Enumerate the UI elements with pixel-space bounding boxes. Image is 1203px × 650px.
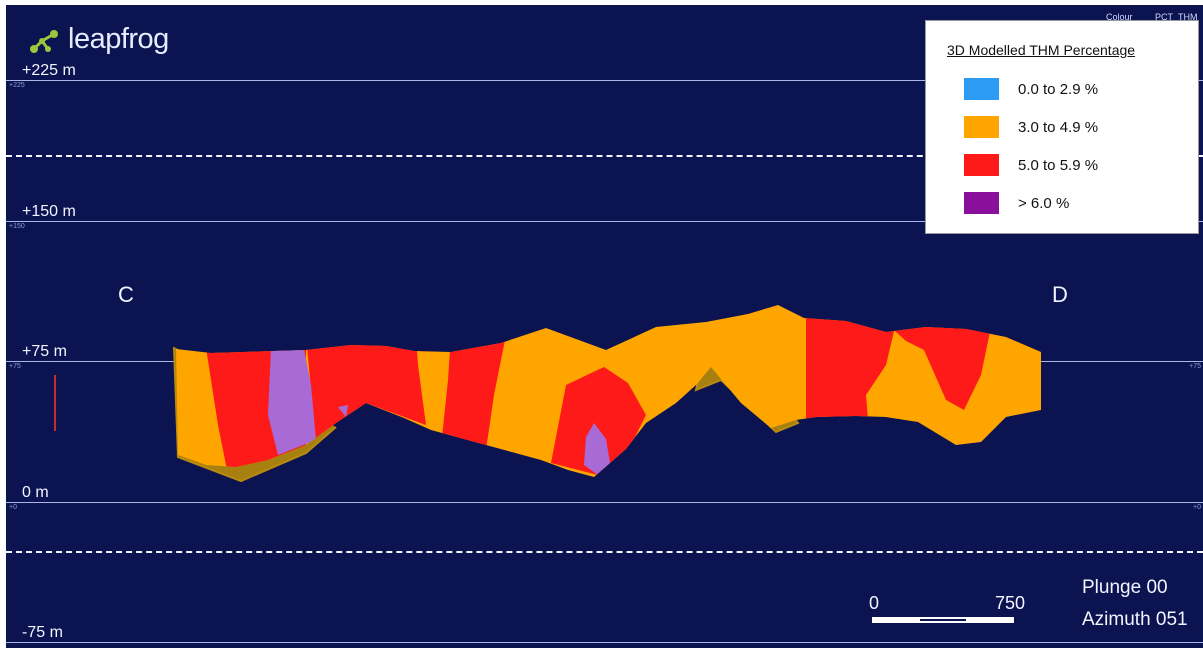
legend-panel: 3D Modelled THM Percentage 0.0 to 2.9 % … bbox=[925, 20, 1199, 234]
elevation-label-75: +75 m bbox=[22, 343, 67, 360]
pct-thm-header-label: PCT_THM bbox=[1155, 12, 1198, 22]
zone-5-to-5.9-e bbox=[806, 310, 896, 420]
legend-swatch-orange bbox=[964, 116, 999, 138]
elevation-label-0: 0 m bbox=[22, 484, 49, 501]
zone-gt-6-b bbox=[338, 405, 348, 417]
elevation-label-minus75: -75 m bbox=[22, 624, 63, 641]
elevation-line-150 bbox=[6, 221, 1203, 222]
logo-text: leapfrog bbox=[68, 23, 169, 55]
legend-item: 5.0 to 5.9 % bbox=[964, 154, 1098, 176]
legend-swatch-purple bbox=[964, 192, 999, 214]
elevation-line-minus75 bbox=[6, 642, 1203, 643]
elevation-line-225 bbox=[6, 80, 1203, 81]
legend-item: > 6.0 % bbox=[964, 192, 1069, 214]
section-start-label: C bbox=[118, 282, 134, 307]
scale-max-label: 750 bbox=[995, 593, 1026, 613]
legend-item: 3.0 to 4.9 % bbox=[964, 116, 1098, 138]
legend-label: 5.0 to 5.9 % bbox=[1018, 156, 1099, 174]
elevation-tick-75-right: +75 bbox=[1189, 363, 1201, 370]
section-end-label: D bbox=[1052, 282, 1068, 307]
zone-5-to-5.9-d bbox=[551, 367, 646, 475]
elevation-label-150: +150 m bbox=[22, 203, 76, 220]
section-boundary-dashed-top bbox=[6, 155, 1203, 157]
zone-gt-6-c bbox=[584, 423, 610, 475]
plunge-readout: Plunge 00 bbox=[1082, 577, 1168, 598]
legend-title: 3D Modelled THM Percentage bbox=[947, 42, 1136, 58]
legend-item: 0.0 to 2.9 % bbox=[964, 78, 1098, 100]
elevation-tick-150: +150 bbox=[9, 223, 25, 230]
leapfrog-logo: leapfrog bbox=[28, 23, 169, 56]
elevation-line-0 bbox=[6, 502, 1203, 503]
legend-swatch-red bbox=[964, 154, 999, 176]
zone-5-to-5.9-c bbox=[442, 335, 506, 450]
zone-5-to-5.9-b bbox=[306, 335, 426, 445]
legend-label: 0.0 to 2.9 % bbox=[1018, 80, 1099, 98]
legend-label: > 6.0 % bbox=[1018, 194, 1070, 212]
leapfrog-frog-icon bbox=[30, 29, 58, 53]
thm-cross-section-model[interactable] bbox=[6, 5, 1203, 648]
section-boundary-dashed-bottom bbox=[6, 551, 1203, 553]
zone-5-to-5.9-f bbox=[886, 323, 991, 410]
legend-label: 3.0 to 4.9 % bbox=[1018, 118, 1099, 136]
colour-header-label: Colour_ bbox=[1106, 12, 1138, 22]
elevation-label-225: +225 m bbox=[22, 62, 76, 79]
3d-scene-viewport[interactable]: leapfrog Colour_ PCT_THM +225 m +225 +15… bbox=[6, 5, 1203, 648]
scale-min-label: 0 bbox=[869, 593, 880, 613]
azimuth-readout: Azimuth 051 bbox=[1082, 609, 1188, 630]
legend-swatch-blue bbox=[964, 78, 999, 100]
elevation-tick-225: +225 bbox=[9, 82, 25, 89]
zone-gt-6-a bbox=[268, 349, 316, 455]
elevation-tick-75: +75 bbox=[9, 363, 21, 370]
elevation-tick-0: +0 bbox=[9, 504, 17, 511]
elevation-tick-0-right: +0 bbox=[1193, 504, 1201, 511]
scale-bar-graphic bbox=[872, 617, 1014, 623]
